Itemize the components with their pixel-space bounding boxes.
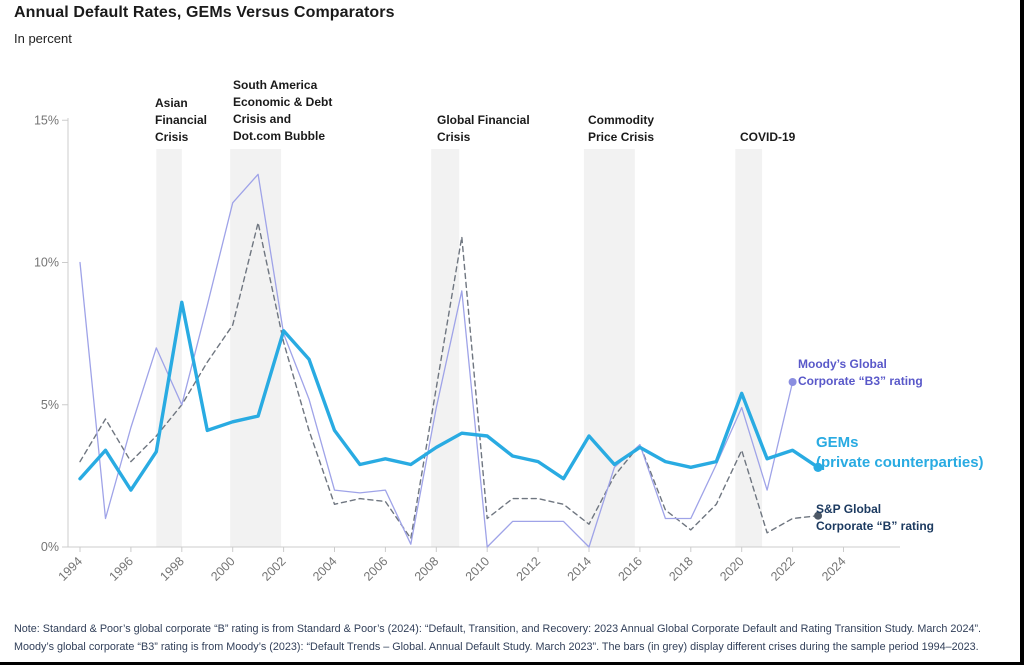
legend-gems: GEMs (private counterparties) bbox=[816, 434, 984, 471]
x-tick-label: 2004 bbox=[310, 554, 340, 584]
y-tick-label: 5% bbox=[41, 398, 59, 412]
crisis-label-asian: Asian Financial Crisis bbox=[155, 96, 208, 144]
y-tick-label: 15% bbox=[34, 113, 59, 127]
x-tick-label: 2020 bbox=[717, 554, 747, 584]
crisis-band-2 bbox=[431, 149, 460, 547]
x-tick-label: 2000 bbox=[208, 554, 238, 584]
crisis-band-4 bbox=[735, 149, 763, 547]
x-tick-label: 2014 bbox=[565, 554, 595, 584]
x-tick-label: 2022 bbox=[768, 554, 798, 584]
page-title: Annual Default Rates, GEMs Versus Compar… bbox=[14, 4, 395, 21]
crisis-band-0 bbox=[156, 149, 182, 547]
page-subtitle: In percent bbox=[14, 31, 72, 46]
x-tick-label: 2002 bbox=[259, 554, 289, 584]
source-note-line1: Note: Standard & Poor’s global corporate… bbox=[14, 623, 982, 635]
x-tick-label: 1994 bbox=[56, 554, 86, 584]
y-tick-label: 10% bbox=[34, 256, 59, 270]
x-tick-label: 2024 bbox=[819, 554, 849, 584]
x-tick-label: 2006 bbox=[361, 554, 391, 584]
source-note: Note: Standard & Poor’s global corporate… bbox=[14, 620, 1014, 656]
end-dot-gems bbox=[813, 462, 823, 472]
crisis-label-commodity: Commodity Price Crisis bbox=[588, 113, 655, 144]
x-tick-label: 1996 bbox=[106, 554, 136, 584]
x-tick-label: 2010 bbox=[463, 554, 493, 584]
x-tick-label: 2016 bbox=[615, 554, 645, 584]
line-sp-global-b bbox=[79, 221, 819, 540]
window-edge-right bbox=[1020, 0, 1024, 665]
x-tick-label: 2018 bbox=[666, 554, 696, 584]
y-tick-label: 0% bbox=[41, 540, 59, 554]
crisis-label-global-financial: Global Financial Crisis bbox=[437, 113, 530, 144]
legend-moodys-b3: Moody’s Global Corporate “B3” rating bbox=[798, 357, 923, 388]
line-moodys-b3 bbox=[79, 173, 794, 548]
x-tick-label: 2012 bbox=[514, 554, 544, 584]
crisis-label-covid: COVID-19 bbox=[740, 130, 796, 144]
x-tick-label: 1998 bbox=[157, 554, 187, 584]
line-gems bbox=[78, 300, 820, 492]
window-edge-bottom bbox=[0, 662, 1024, 665]
end-dot-moodys bbox=[788, 377, 797, 386]
crisis-label-south-america: South America Economic & Debt Crisis and… bbox=[233, 78, 333, 143]
x-tick-label: 2008 bbox=[412, 554, 442, 584]
source-note-line2: Moody’s global corporate “B3” rating is … bbox=[14, 641, 979, 653]
crisis-band-3 bbox=[583, 149, 635, 547]
crisis-band-1 bbox=[230, 149, 282, 547]
end-dot-sp bbox=[814, 511, 823, 520]
legend-sp-b: S&P Global Corporate “B” rating bbox=[816, 502, 935, 533]
